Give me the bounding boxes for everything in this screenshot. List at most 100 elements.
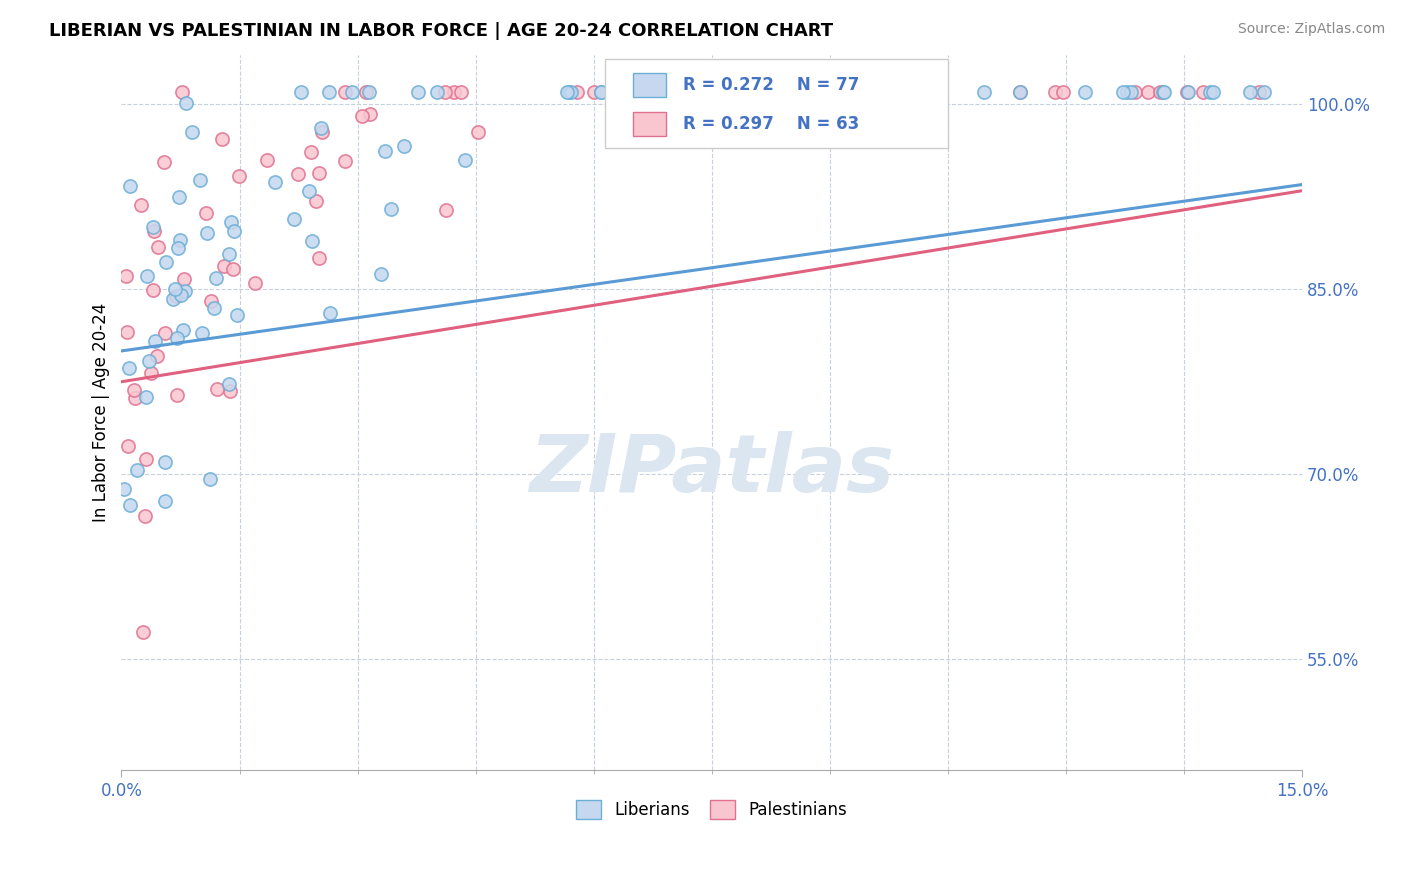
- Point: [832, 85, 855, 99]
- Point: [290, 85, 312, 99]
- Point: [1008, 85, 1031, 99]
- Point: [153, 154, 176, 169]
- Point: [761, 85, 783, 99]
- Point: [131, 625, 153, 640]
- Point: [120, 179, 142, 194]
- Point: [228, 169, 250, 184]
- Point: [299, 145, 322, 159]
- Point: [195, 226, 218, 240]
- Point: [318, 85, 340, 99]
- Point: [370, 267, 392, 281]
- Point: [198, 472, 221, 486]
- Point: [124, 384, 146, 398]
- Point: [142, 283, 165, 297]
- Point: [380, 202, 402, 217]
- Point: [118, 498, 141, 512]
- Point: [127, 463, 149, 477]
- Point: [124, 392, 146, 406]
- Point: [1199, 85, 1222, 99]
- Point: [225, 309, 247, 323]
- Point: [1202, 85, 1225, 99]
- FancyBboxPatch shape: [606, 59, 948, 148]
- Point: [1123, 85, 1146, 99]
- Point: [169, 288, 191, 302]
- Point: [162, 293, 184, 307]
- Point: [644, 85, 666, 99]
- Point: [1052, 85, 1074, 99]
- Point: [1149, 85, 1171, 99]
- Point: [135, 451, 157, 466]
- Legend: Liberians, Palestinians: Liberians, Palestinians: [569, 793, 853, 826]
- Point: [308, 166, 330, 180]
- Point: [914, 85, 936, 99]
- Point: [406, 85, 429, 99]
- Point: [335, 85, 357, 99]
- Point: [359, 106, 381, 120]
- Point: [195, 206, 218, 220]
- Point: [112, 483, 135, 497]
- Point: [434, 202, 457, 217]
- Point: [626, 85, 648, 99]
- Point: [166, 388, 188, 402]
- Point: [174, 95, 197, 110]
- Point: [212, 259, 235, 273]
- Point: [218, 247, 240, 261]
- Point: [467, 125, 489, 139]
- Point: [434, 85, 457, 99]
- Point: [870, 85, 893, 99]
- Point: [1074, 85, 1097, 99]
- Point: [139, 366, 162, 380]
- Point: [145, 334, 167, 349]
- Text: Source: ZipAtlas.com: Source: ZipAtlas.com: [1237, 22, 1385, 37]
- Point: [165, 289, 187, 303]
- Point: [200, 294, 222, 309]
- Point: [357, 85, 380, 99]
- Point: [146, 240, 169, 254]
- Point: [118, 360, 141, 375]
- Bar: [633, 112, 665, 136]
- Point: [426, 85, 449, 99]
- Point: [1249, 85, 1271, 99]
- Point: [374, 145, 396, 159]
- Point: [155, 255, 177, 269]
- Point: [169, 190, 191, 204]
- Point: [155, 455, 177, 469]
- Point: [308, 251, 330, 265]
- Point: [174, 284, 197, 298]
- Point: [1153, 85, 1175, 99]
- Point: [340, 85, 363, 99]
- Point: [309, 121, 332, 136]
- Point: [591, 85, 613, 99]
- Point: [134, 508, 156, 523]
- Point: [173, 272, 195, 286]
- Point: [1152, 85, 1174, 99]
- Point: [221, 215, 243, 229]
- Text: ZIPatlas: ZIPatlas: [529, 431, 894, 508]
- Point: [211, 132, 233, 146]
- Point: [142, 220, 165, 235]
- Point: [283, 212, 305, 227]
- Point: [287, 167, 309, 181]
- Point: [115, 325, 138, 339]
- Point: [142, 224, 165, 238]
- Point: [117, 439, 139, 453]
- Point: [181, 125, 204, 139]
- Point: [298, 185, 321, 199]
- Point: [135, 268, 157, 283]
- Point: [319, 306, 342, 320]
- Point: [443, 85, 465, 99]
- Point: [190, 326, 212, 341]
- Point: [190, 172, 212, 186]
- Point: [170, 85, 193, 99]
- Point: [222, 224, 245, 238]
- Point: [155, 326, 177, 340]
- Point: [311, 124, 333, 138]
- Point: [1116, 85, 1139, 99]
- Point: [454, 153, 477, 168]
- Point: [648, 85, 671, 99]
- Point: [1239, 85, 1261, 99]
- Point: [1175, 85, 1198, 99]
- Point: [565, 85, 588, 99]
- Point: [555, 85, 578, 99]
- Point: [558, 85, 581, 99]
